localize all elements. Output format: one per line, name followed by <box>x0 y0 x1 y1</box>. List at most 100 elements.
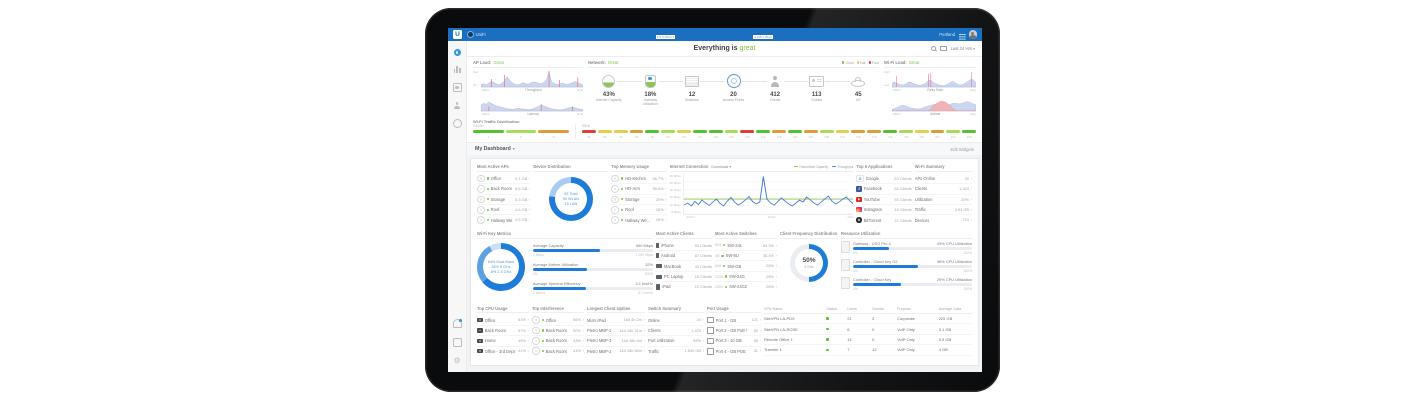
switch-row[interactable]: 4/8 SW-8U 35.4% <box>715 251 777 262</box>
channel-bar[interactable]: 112 <box>756 129 771 139</box>
channel-bar[interactable]: 104 <box>724 129 739 139</box>
channel-bar[interactable]: 52 <box>645 129 660 139</box>
vpn-row[interactable]: Traveler 1 7 12 VoIP Only 4 GB <box>764 345 972 356</box>
memory-row[interactable]: Storage 29% <box>611 195 667 206</box>
channel-bar[interactable]: 100 <box>708 129 723 139</box>
channel-bar[interactable]: 64 <box>692 129 707 139</box>
channel-bar[interactable]: 136 <box>851 129 866 139</box>
interference-row[interactable]: Back Room 50% <box>532 326 584 337</box>
sidebar-item-insights[interactable] <box>452 119 462 129</box>
user-avatar[interactable] <box>968 30 977 39</box>
sidebar-item-clients[interactable] <box>454 102 461 109</box>
interference-row[interactable]: Office 56% <box>532 315 584 326</box>
app-row[interactable]: Instagram 49 Clients <box>856 205 912 216</box>
uptime-row[interactable]: Pietro MBP-2 14d 16h 31m <box>587 326 645 337</box>
app-row[interactable]: ▶ YouTube 55 Clients <box>856 195 912 206</box>
channel-bar[interactable]: 36 <box>582 129 596 139</box>
port-row[interactable]: Port 3 - 10 GB 55 <box>707 336 761 347</box>
channel-bar[interactable]: 140 <box>867 129 882 139</box>
switch-row[interactable]: 12/24 SW-24G 28% <box>715 272 777 283</box>
app-row[interactable]: G Google 63 Clients <box>856 174 912 185</box>
network-node[interactable]: 20 Access Points <box>713 72 755 107</box>
cpu-row[interactable]: Office - 3rd Dept 41% <box>477 347 529 356</box>
apps-grid-icon[interactable] <box>959 33 961 36</box>
switch-row[interactable]: 6/16 SW-GB 26% <box>715 261 777 272</box>
switch-row[interactable]: 8/24 SW-24L 53.3% <box>715 241 777 252</box>
interference-row[interactable]: Back Room 41% <box>532 347 584 356</box>
channel-bar[interactable]: 165 <box>962 129 977 139</box>
client-row[interactable]: MacBook 43 Clients <box>656 261 712 272</box>
channel-bar[interactable]: 132 <box>835 129 850 139</box>
channel-bar[interactable]: 11 <box>538 129 570 139</box>
cpu-row[interactable]: Office 61% <box>477 315 529 326</box>
sidebar-item-chat[interactable] <box>452 338 462 347</box>
channel-bar[interactable]: 48 <box>629 129 644 139</box>
network-node[interactable]: 18% Gateway Utilization <box>630 72 672 107</box>
memory-row[interactable]: HD-Kitchen 56.7% <box>611 174 667 185</box>
network-node[interactable]: 45 IoT <box>837 72 879 107</box>
vpn-row[interactable]: Remote Office 1 14 0 VoIP Only 5.9 GB <box>764 335 972 346</box>
client-row[interactable]: iPad 12 Clients <box>656 282 712 291</box>
sidebar-item-statistics[interactable] <box>453 66 461 73</box>
memory-row[interactable]: HD-Arm 55.6% <box>611 184 667 195</box>
summary-row[interactable]: APs Online 30 <box>914 174 972 185</box>
cpu-row[interactable]: Back Room 57% <box>477 326 529 337</box>
vpn-row[interactable]: SiteVPN LA-PDX 21 2 Corporate 225 GB <box>764 314 972 325</box>
channel-bar[interactable]: 144 <box>883 129 897 139</box>
sidebar-item-alerts[interactable] <box>452 319 462 328</box>
port-row[interactable]: Port 2 - GB PoE+ 80 <box>707 326 761 337</box>
channel-bar[interactable]: 161 <box>946 129 961 139</box>
channel-bar[interactable]: 157 <box>930 129 945 139</box>
interference-row[interactable]: Back Room 43% <box>532 336 584 347</box>
site-name[interactable]: Portland <box>939 32 956 37</box>
channel-bar[interactable]: 60 <box>677 129 691 139</box>
ap-row[interactable]: Storage 5.3 GB <box>477 195 531 206</box>
calendar-icon[interactable] <box>940 45 947 52</box>
summary-row[interactable]: Traffic 4.93 GB <box>914 205 972 216</box>
uptime-row[interactable]: Pietro MBP-3 14d 16h 4m <box>587 336 645 347</box>
channel-bar[interactable]: 40 <box>597 129 612 139</box>
app-row[interactable]: f Facebook 59 Clients <box>856 184 912 195</box>
ap-row[interactable]: Back Room 8.6 GB <box>477 184 531 195</box>
channel-bar[interactable]: 116 <box>772 129 786 139</box>
network-node[interactable]: 43% Internet Capacity <box>588 72 630 107</box>
switch-row[interactable]: 10/24 SW-24G2 26% <box>715 282 777 291</box>
port-row[interactable]: Port 1 - GB 121 <box>707 315 761 326</box>
ap-row[interactable]: Office 9.1 GB <box>477 174 531 185</box>
channel-bar[interactable]: 149 <box>898 129 913 139</box>
network-node[interactable]: 12 Switches <box>671 72 713 107</box>
port-row[interactable]: Port 4 - GB POE 41 <box>707 347 761 356</box>
sidebar-item-devices[interactable] <box>452 83 462 92</box>
network-node[interactable]: 113 Guests <box>796 72 838 107</box>
client-row[interactable]: iPhone 93 Clients <box>656 241 712 252</box>
summary-row[interactable]: Online 24 <box>648 315 704 326</box>
edit-widgets-button[interactable]: Edit Widgets <box>950 146 974 152</box>
unifi-logo[interactable]: U <box>453 30 462 39</box>
vpn-row[interactable]: SiteVPN LA-ROSE 6 0 VoIP Only 3.1 GB <box>764 324 972 335</box>
time-range-dropdown[interactable]: Last 24 Hrs <box>951 46 975 51</box>
app-row[interactable]: b BitTorrent 37 Clients <box>856 217 912 223</box>
search-icon[interactable] <box>930 45 937 52</box>
channel-bar[interactable]: 128 <box>819 129 834 139</box>
memory-row[interactable]: Roof 28% <box>611 205 667 216</box>
sidebar-item-dashboard[interactable] <box>453 49 461 56</box>
channel-bar[interactable]: 6 <box>505 129 537 139</box>
console-selector[interactable]: UniFi <box>467 31 486 38</box>
ap-row[interactable]: Roof 4.8 GB <box>477 205 531 216</box>
summary-row[interactable]: Port Utilization 59% <box>648 336 704 347</box>
client-row[interactable]: PC Laptop 18 Clients <box>656 272 712 283</box>
memory-row[interactable]: Hallway We... 26% <box>611 215 666 224</box>
summary-row[interactable]: Traffic 1,540 GB <box>648 347 704 356</box>
channel-bar[interactable]: 124 <box>803 129 818 139</box>
uptime-row[interactable]: Mia's iPad 16d 4h 2m <box>587 315 645 326</box>
uptime-row[interactable]: Pietro MBP-2 14d 15h 58m <box>587 347 645 356</box>
channel-bar[interactable]: 56 <box>661 129 676 139</box>
summary-row[interactable]: Devices 724 <box>915 215 972 224</box>
channel-bar[interactable]: 153 <box>914 129 929 139</box>
sidebar-item-settings[interactable]: ⚙ <box>453 356 461 365</box>
summary-row[interactable]: Clients 1,423 <box>648 326 704 337</box>
channel-bar[interactable]: 44 <box>613 129 628 139</box>
summary-row[interactable]: Utilization 29% <box>914 195 972 206</box>
client-row[interactable]: Android 87 Clients <box>656 251 712 262</box>
network-node[interactable]: 412 Clients <box>754 72 796 107</box>
